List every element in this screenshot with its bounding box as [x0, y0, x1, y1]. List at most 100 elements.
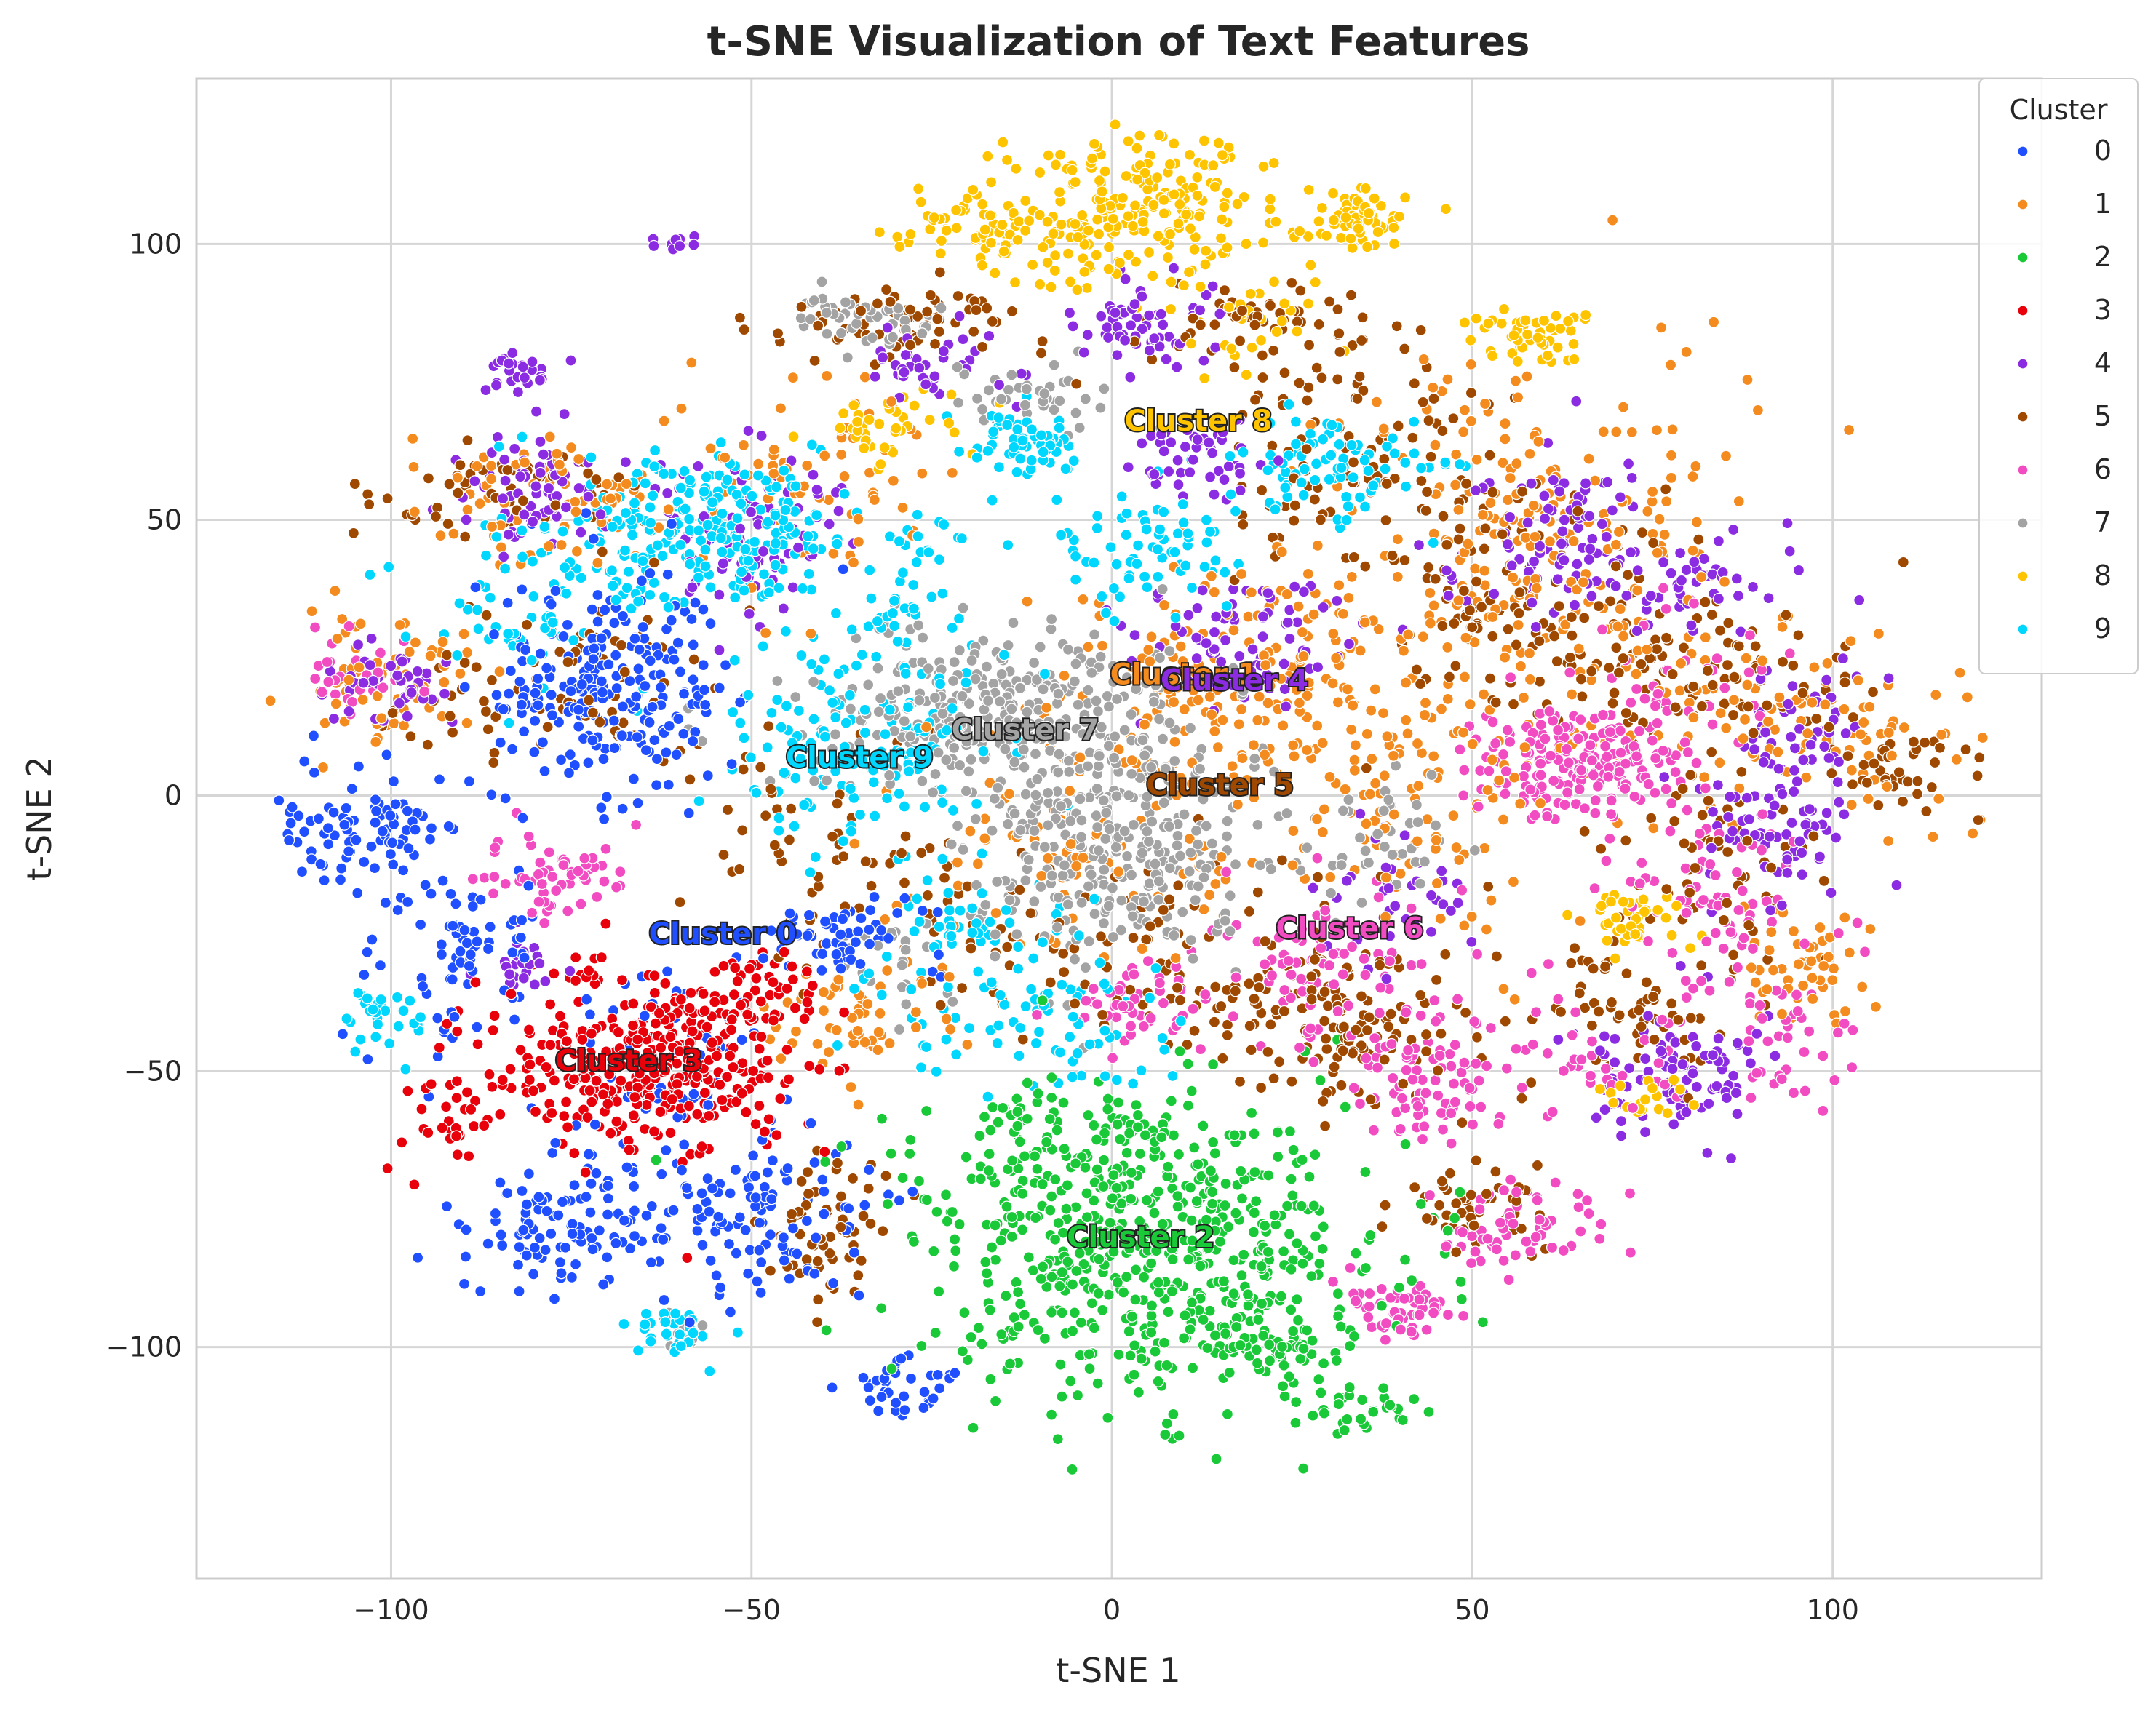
point-cluster-5	[1058, 965, 1070, 978]
point-cluster-7	[1099, 832, 1112, 845]
point-cluster-5	[1593, 1005, 1605, 1018]
point-cluster-1	[852, 513, 864, 525]
point-cluster-5	[1578, 612, 1591, 624]
point-cluster-9	[850, 659, 863, 671]
point-cluster-4	[1570, 395, 1583, 407]
point-cluster-5	[1818, 874, 1830, 888]
point-cluster-7	[957, 602, 969, 614]
point-cluster-1	[1217, 714, 1229, 726]
point-cluster-7	[1220, 830, 1233, 842]
point-cluster-4	[937, 345, 950, 357]
point-cluster-6	[1524, 784, 1537, 796]
point-cluster-6	[1803, 1025, 1815, 1037]
point-cluster-1	[264, 695, 277, 707]
point-cluster-1	[1063, 785, 1076, 797]
point-cluster-1	[407, 432, 419, 445]
point-cluster-1	[1208, 586, 1220, 599]
point-cluster-0	[307, 730, 320, 742]
point-cluster-3	[697, 987, 709, 1000]
point-cluster-5	[1722, 845, 1734, 858]
point-cluster-7	[1034, 641, 1046, 653]
point-cluster-5	[1333, 327, 1345, 340]
point-cluster-6	[322, 676, 335, 688]
point-cluster-6	[1323, 959, 1336, 972]
point-cluster-9	[823, 684, 836, 697]
point-cluster-7	[1414, 877, 1426, 890]
point-cluster-9	[856, 648, 868, 661]
point-cluster-5	[1612, 666, 1626, 679]
point-cluster-5	[1408, 378, 1420, 390]
point-cluster-9	[656, 549, 669, 562]
point-cluster-6	[1278, 984, 1291, 997]
point-cluster-5	[1036, 335, 1049, 348]
point-cluster-6	[1308, 1056, 1320, 1068]
point-cluster-4	[1440, 565, 1453, 577]
point-cluster-4	[1676, 1058, 1689, 1070]
point-cluster-9	[773, 812, 785, 824]
point-cluster-5	[1684, 769, 1697, 781]
point-cluster-7	[992, 781, 1004, 794]
point-cluster-5	[1420, 1028, 1433, 1041]
point-cluster-7	[1100, 807, 1113, 819]
point-cluster-4	[1311, 661, 1324, 674]
point-cluster-5	[1787, 659, 1799, 671]
point-cluster-5	[1308, 493, 1321, 506]
point-cluster-3	[579, 1166, 592, 1179]
point-cluster-5	[1218, 284, 1231, 297]
point-cluster-1	[408, 506, 421, 518]
point-cluster-9	[644, 517, 657, 529]
point-cluster-6	[1746, 942, 1759, 955]
point-cluster-1	[874, 1007, 886, 1020]
point-cluster-4	[1602, 476, 1614, 488]
point-cluster-5	[1487, 630, 1499, 642]
point-cluster-6	[316, 686, 328, 698]
point-cluster-9	[729, 591, 741, 604]
point-cluster-8	[1212, 137, 1225, 149]
point-cluster-7	[1252, 818, 1264, 831]
point-cluster-6	[1342, 1000, 1355, 1012]
point-cluster-5	[1847, 711, 1859, 724]
point-cluster-1	[1465, 415, 1477, 428]
point-cluster-7	[1185, 933, 1197, 946]
point-cluster-6	[534, 856, 546, 869]
point-cluster-4	[1158, 445, 1170, 458]
point-cluster-6	[1564, 666, 1576, 679]
point-cluster-5	[1478, 543, 1490, 555]
point-cluster-9	[910, 556, 923, 568]
point-cluster-4	[1209, 341, 1222, 354]
point-cluster-6	[1441, 1308, 1455, 1321]
point-cluster-9	[859, 703, 871, 716]
point-cluster-4	[713, 644, 725, 656]
point-cluster-5	[1433, 1199, 1446, 1211]
point-cluster-5	[846, 1172, 859, 1185]
point-cluster-5	[911, 310, 924, 323]
point-cluster-7	[1153, 713, 1166, 725]
point-cluster-6	[1364, 1287, 1376, 1300]
point-cluster-4	[1786, 816, 1798, 829]
point-cluster-4	[1191, 602, 1204, 615]
point-cluster-4	[1307, 882, 1319, 894]
point-cluster-4	[351, 639, 365, 651]
point-cluster-6	[1501, 724, 1513, 736]
point-cluster-5	[470, 661, 482, 674]
point-cluster-6	[1367, 1124, 1380, 1136]
point-cluster-1	[1212, 741, 1225, 754]
point-cluster-6	[578, 852, 591, 864]
point-cluster-6	[1787, 1086, 1800, 1099]
point-cluster-9	[926, 591, 938, 603]
point-cluster-4	[1399, 829, 1411, 842]
point-cluster-4	[1212, 465, 1225, 477]
point-cluster-6	[1738, 932, 1750, 944]
point-cluster-2	[1286, 1189, 1299, 1202]
point-cluster-5	[480, 705, 493, 718]
point-cluster-5	[768, 839, 781, 851]
point-cluster-1	[1465, 358, 1477, 370]
point-cluster-2	[1236, 1192, 1249, 1205]
point-cluster-4	[1703, 1097, 1715, 1110]
point-cluster-1	[1003, 788, 1016, 800]
point-cluster-1	[1411, 737, 1424, 750]
point-cluster-1	[1324, 770, 1336, 784]
point-cluster-8	[1183, 148, 1196, 161]
point-cluster-9	[648, 461, 661, 473]
point-cluster-4	[582, 490, 594, 503]
